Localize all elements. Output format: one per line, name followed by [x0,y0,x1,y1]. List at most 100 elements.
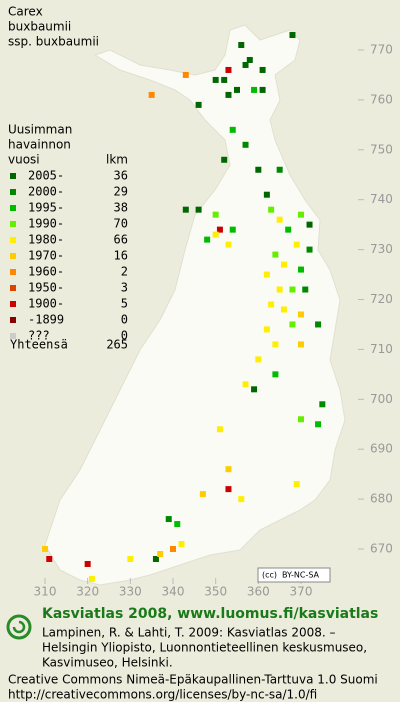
legend-count: 0 [121,329,128,343]
occurrence-square [46,555,53,562]
citation-line: Lampinen, R. & Lahti, T. 2009: Kasviatla… [42,626,336,640]
legend-swatch [10,173,16,179]
occurrence-square [315,421,322,428]
y-tick-label: 700 [370,392,393,406]
occurrence-square [157,550,164,557]
occurrence-square [268,301,275,308]
logo-spiral [12,620,26,634]
legend-label: 1900- [28,297,64,311]
occurrence-square [268,206,275,213]
occurrence-square [259,66,266,73]
legend-swatch [10,269,16,275]
x-tick-label: 330 [119,585,142,599]
y-tick-label: 740 [370,192,393,206]
occurrence-square [289,286,296,293]
legend-count: 36 [114,169,128,183]
occurrence-square [152,555,159,562]
legend-label: 1950- [28,281,64,295]
legend-swatch [10,189,16,195]
legend-swatch [10,221,16,227]
legend-swatch [10,237,16,243]
occurrence-square [195,206,202,213]
x-tick-label: 310 [34,585,57,599]
title-line: Carex [8,5,43,19]
occurrence-square [255,166,262,173]
occurrence-square [246,56,253,63]
occurrence-square [255,356,262,363]
legend-label: ??? [28,329,50,343]
y-tick-label: 750 [370,142,393,156]
occurrence-square [212,231,219,238]
citation-line: Helsingin Yliopisto, Luonnontieteellinen… [42,641,367,655]
occurrence-square [272,341,279,348]
occurrence-square [263,326,270,333]
x-tick-label: 320 [76,585,99,599]
occurrence-square [306,221,313,228]
occurrence-square [212,76,219,83]
legend-count: 2 [121,265,128,279]
occurrence-square [280,306,287,313]
legend-count: 66 [114,233,128,247]
legend-swatch [10,317,16,323]
occurrence-square [204,236,211,243]
y-tick-label: 720 [370,292,393,306]
occurrence-square [182,206,189,213]
occurrence-square [285,226,292,233]
title-line: buxbaumii [8,20,71,34]
license-line: Creative Commons Nimeä-Epäkaupallinen-Ta… [8,673,378,687]
finland-outline [44,24,346,586]
occurrence-square [238,42,245,49]
occurrence-square [195,101,202,108]
legend-count: 29 [114,185,128,199]
occurrence-square [276,166,283,173]
x-tick-label: 340 [162,585,185,599]
legend-count: 0 [121,313,128,327]
x-tick-label: 360 [247,585,270,599]
occurrence-square [42,546,48,552]
occurrence-square [276,216,283,223]
x-tick-label: 350 [204,585,227,599]
legend-label: 1960- [28,265,64,279]
occurrence-square [251,386,258,393]
occurrence-square [178,541,185,548]
occurrence-square [272,371,279,378]
occurrence-square [242,61,249,68]
logo-ring [6,614,32,640]
legend-count: 38 [114,201,128,215]
occurrence-square [225,486,232,493]
occurrence-square [315,321,322,328]
occurrence-square [225,466,232,473]
occurrence-square [242,141,249,148]
legend-label: 1970- [28,249,64,263]
legend-count-header: lkm [106,153,128,167]
occurrence-square [319,401,326,408]
legend-label: 1995- [28,201,64,215]
y-tick-label: 770 [370,43,393,57]
occurrence-square [182,71,189,78]
y-tick-label: 680 [370,492,393,506]
occurrence-square [302,286,309,293]
occurrence-square [242,381,249,388]
occurrence-square [199,491,206,498]
occurrence-square [221,156,228,163]
occurrence-square [84,560,91,567]
legend-label: 2005- [28,169,64,183]
legend-count: 3 [121,281,128,295]
legend-swatch [10,285,16,291]
occurrence-square [234,86,240,93]
cc-badge: (cc) BY-NC-SA [257,567,331,583]
x-tick-label: 370 [290,585,313,599]
occurrence-square [293,241,300,248]
license-line: http://creativecommons.org/licenses/by-n… [8,688,317,702]
occurrence-square [263,191,270,198]
occurrence-square [225,241,232,248]
occurrence-square [280,261,287,268]
y-tick-label: 760 [370,92,393,106]
y-tick-label: 710 [370,342,393,356]
y-tick-label: 670 [370,542,393,556]
legend-label: 1990- [28,217,64,231]
legend-header: havainnon [8,138,71,152]
legend-count: 5 [121,297,128,311]
occurrence-square [88,575,95,582]
occurrence-square [216,426,223,433]
